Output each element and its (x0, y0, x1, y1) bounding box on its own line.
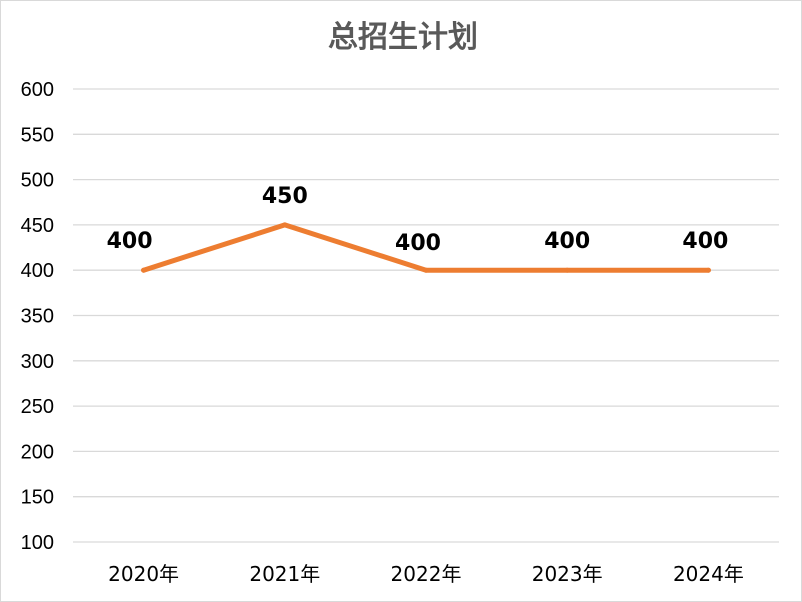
y-tick-label: 450 (21, 215, 54, 237)
data-point (705, 267, 711, 273)
data-labels: 400 450 400 400 400 (107, 184, 729, 256)
y-tick-label: 400 (21, 260, 54, 282)
chart-title: 总招生计划 (328, 20, 478, 55)
grid-lines (73, 88, 779, 543)
y-tick-label: 300 (21, 351, 54, 373)
data-label: 400 (544, 229, 590, 254)
data-point (564, 267, 570, 273)
data-point (423, 267, 429, 273)
x-axis-ticks: 2020年 2021年 2022年 2023年 2024年 (108, 562, 744, 586)
y-tick-label: 350 (21, 306, 54, 328)
x-tick-label: 2021年 (249, 562, 320, 586)
data-label: 400 (395, 231, 441, 256)
data-label: 400 (107, 229, 153, 254)
y-tick-label: 100 (21, 532, 54, 554)
x-tick-label: 2023年 (532, 562, 603, 586)
x-tick-label: 2022年 (391, 562, 462, 586)
y-tick-label: 200 (21, 441, 54, 463)
y-tick-label: 250 (21, 396, 54, 418)
x-tick-label: 2024年 (673, 562, 744, 586)
y-tick-label: 500 (21, 170, 54, 192)
y-tick-label: 550 (21, 124, 54, 146)
y-tick-label: 600 (21, 79, 54, 101)
data-label: 450 (262, 184, 308, 209)
y-axis-ticks: 600 550 500 450 400 350 300 250 200 150 100 (21, 79, 54, 554)
x-tick-label: 2020年 (108, 562, 179, 586)
series-lines (141, 222, 711, 273)
data-label: 400 (682, 229, 728, 254)
y-tick-label: 150 (21, 487, 54, 509)
data-point (282, 222, 288, 228)
data-point (141, 267, 147, 273)
